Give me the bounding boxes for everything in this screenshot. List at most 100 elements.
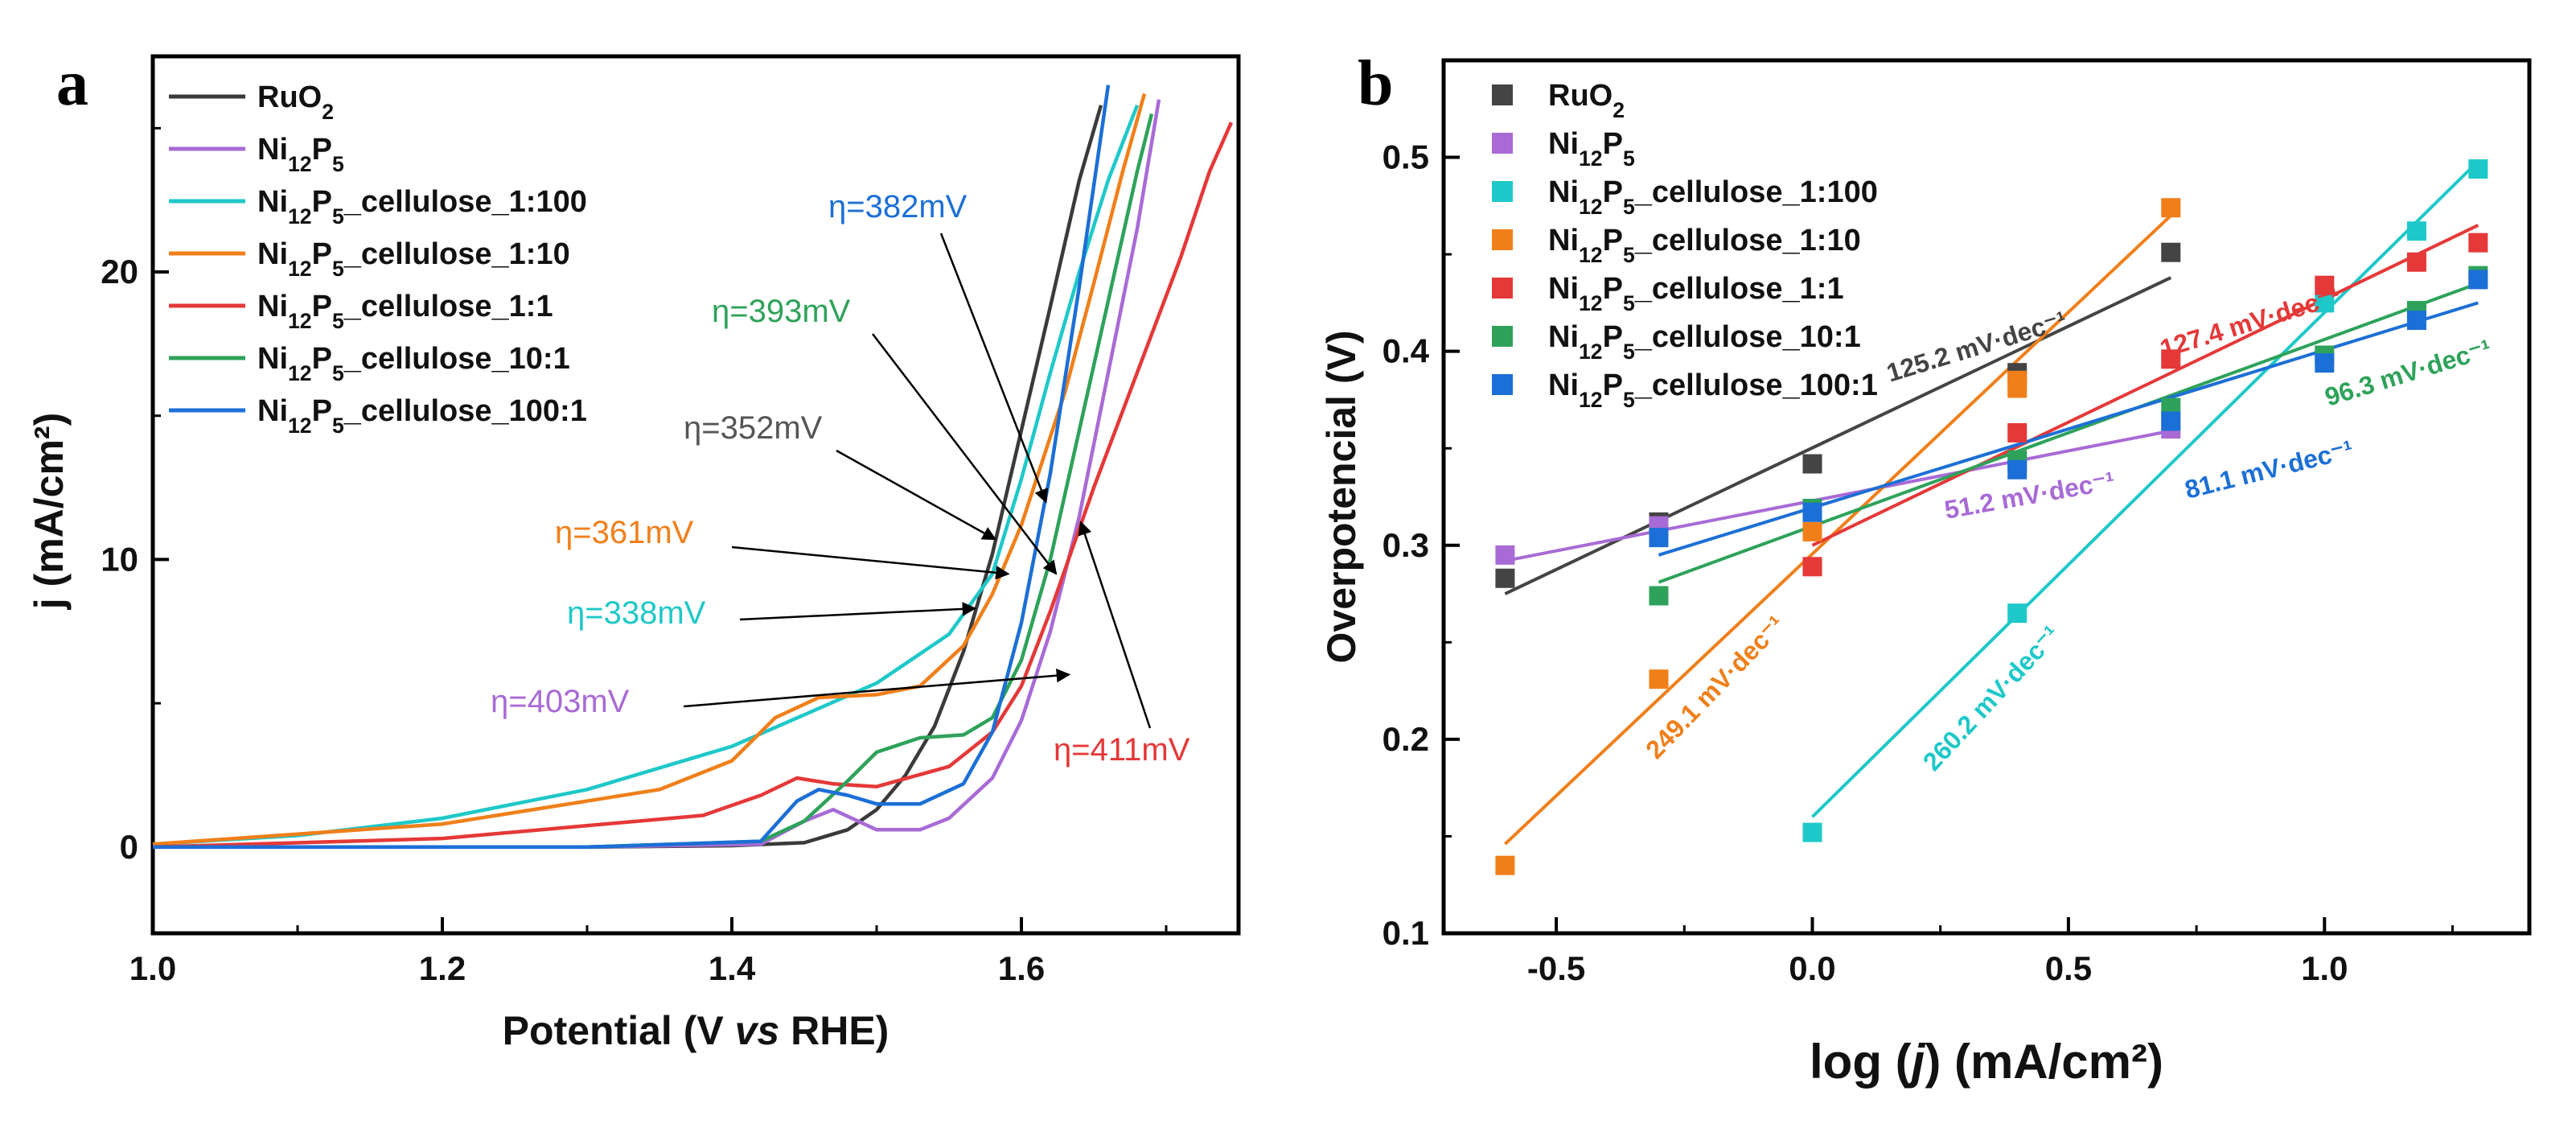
data-point-b (1802, 454, 1822, 474)
series-line-a (153, 113, 1154, 850)
legend-swatch-b (1492, 84, 1513, 105)
slope-label-b: 96.3 mV·dec⁻¹ (2322, 334, 2495, 412)
data-point-b (2468, 233, 2488, 253)
plot-frame-b (1441, 58, 2532, 936)
annotation-a: η=411mV (1054, 732, 1190, 768)
legend-swatch-b (1492, 326, 1513, 347)
y-tick-label-b: 0.4 (1382, 332, 1430, 370)
data-point-b (1649, 586, 1669, 606)
data-point-b (1495, 545, 1515, 565)
y-tick-label-a: 10 (101, 540, 138, 578)
slope-label-b: 51.2 mV·dec⁻¹ (1942, 466, 2117, 525)
x-tick-label-a: 1.6 (998, 949, 1045, 987)
x-axis-title-b: log (j) (mA/cm²) (1810, 1035, 2163, 1089)
data-point-b (2406, 311, 2426, 331)
panel-b-letter: b (1358, 48, 1394, 119)
data-point-b (2007, 603, 2028, 624)
x-axis-title-a: Potential (V vs RHE) (503, 1008, 889, 1053)
y-tick-label-b: 0.2 (1382, 720, 1429, 758)
annotation-arrow-a (731, 545, 1010, 580)
annotation-a: η=352mV (684, 410, 823, 446)
x-tick-label-b: 0.0 (1789, 949, 1835, 987)
annotation-a: η=403mV (491, 684, 630, 719)
legend-label-b: RuO2 (1548, 79, 1625, 122)
legend-label-b: Ni12P5_cellulose_1:10 (1548, 224, 1861, 267)
annotation-a: η=382mV (828, 189, 968, 224)
data-point-b (2315, 293, 2335, 313)
x-tick-label-b: 1.0 (2301, 949, 2348, 987)
legend-label-b: Ni12P5_cellulose_100:1 (1548, 368, 1878, 412)
legend-label-b: Ni12P5 (1548, 127, 1635, 171)
data-point-b (2315, 353, 2335, 373)
legend-label-a: Ni12P5 (257, 133, 344, 176)
x-tick-label-a: 1.0 (129, 949, 176, 987)
legend-label-a: Ni12P5_cellulose_1:10 (257, 237, 570, 281)
data-point-b (2007, 459, 2028, 480)
fit-line-b (1504, 276, 2172, 595)
data-point-b (2406, 252, 2426, 272)
legend-label-a: Ni12P5_cellulose_100:1 (257, 394, 587, 438)
annotation-arrow-a (739, 602, 977, 621)
y-tick-label-a: 20 (101, 253, 138, 290)
x-tick-label-a: 1.4 (709, 949, 756, 987)
data-point-b (2315, 275, 2335, 295)
x-tick-label-b: 0.5 (2045, 949, 2092, 987)
annotation-arrow-a (836, 449, 997, 541)
legend-label-a: RuO2 (257, 80, 334, 124)
fit-line-b (1505, 429, 2171, 563)
y-tick-label-b: 0.5 (1382, 138, 1429, 176)
legend-swatch-b (1492, 229, 1513, 250)
data-point-b (1495, 568, 1515, 588)
panel-a-letter: a (56, 48, 88, 119)
legend-label-a: Ni12P5_cellulose_1:100 (257, 185, 587, 228)
fit-line-b (1658, 282, 2479, 584)
annotation-arrow-a (1078, 521, 1152, 729)
data-point-b (1802, 521, 1822, 541)
annotation-arrow-a (872, 333, 1058, 575)
chart-b: -0.5 0.0 0.5 1.0 0.1 0.2 0.3 0.4 0.5 log (j) (mA/… (1319, 58, 2532, 1089)
data-point-b (2161, 198, 2181, 218)
annotation-arrow-a (683, 668, 1071, 708)
legend-label-a: Ni12P5_cellulose_1:1 (257, 290, 553, 333)
data-point-b (2007, 370, 2028, 390)
slope-label-b: 260.2 mV·dec⁻¹ (1917, 620, 2066, 776)
x-tick-label-a: 1.2 (419, 949, 466, 987)
y-tick-label-b: 0.1 (1382, 914, 1429, 952)
data-point-b (2161, 242, 2181, 262)
slope-label-b: 125.2 mV·dec⁻¹ (1884, 305, 2070, 387)
chart-a: 1.0 1.2 1.4 1.6 0 10 20 Potential (V vs RHE) j (… (27, 54, 1241, 1053)
legend-label-b: Ni12P5_cellulose_1:100 (1548, 175, 1878, 219)
legend-swatch-b (1492, 374, 1513, 395)
y-tick-label-b: 0.3 (1382, 526, 1429, 564)
series-line-a (152, 121, 1234, 850)
legend-label-b: Ni12P5_cellulose_1:1 (1548, 272, 1844, 315)
annotation-a: η=361mV (555, 515, 694, 550)
data-point-b (1495, 855, 1515, 875)
annotation-a: η=393mV (712, 294, 851, 329)
data-point-b (2161, 411, 2181, 431)
data-point-b (2161, 349, 2181, 369)
annotation-a: η=338mV (567, 595, 706, 631)
slope-label-b: 81.1 mV·dec⁻¹ (2182, 434, 2356, 504)
y-axis-title-b: Overpotencial (V) (1319, 331, 1364, 664)
fit-line-b (1811, 224, 2479, 547)
data-point-b (1802, 502, 1822, 522)
plot-frame-a (150, 54, 1241, 936)
data-point-b (1802, 822, 1822, 842)
legend-label-b: Ni12P5_cellulose_10:1 (1548, 320, 1861, 364)
data-point-b (1802, 557, 1822, 577)
legend-label-a: Ni12P5_cellulose_10:1 (257, 342, 570, 385)
legend-swatch-b (1492, 181, 1513, 202)
data-point-b (1649, 528, 1669, 548)
data-point-b (2468, 270, 2488, 290)
legend-swatch-b (1492, 278, 1513, 298)
fit-line-b (1504, 214, 2172, 846)
y-axis-title-a: j (mA/cm²) (27, 413, 72, 610)
data-point-b (1649, 669, 1669, 690)
data-point-b (2406, 221, 2426, 241)
legend-swatch-b (1492, 133, 1513, 154)
series-line-a (152, 104, 1140, 846)
data-point-b (2007, 422, 2028, 443)
x-tick-label-b: -0.5 (1527, 949, 1585, 987)
